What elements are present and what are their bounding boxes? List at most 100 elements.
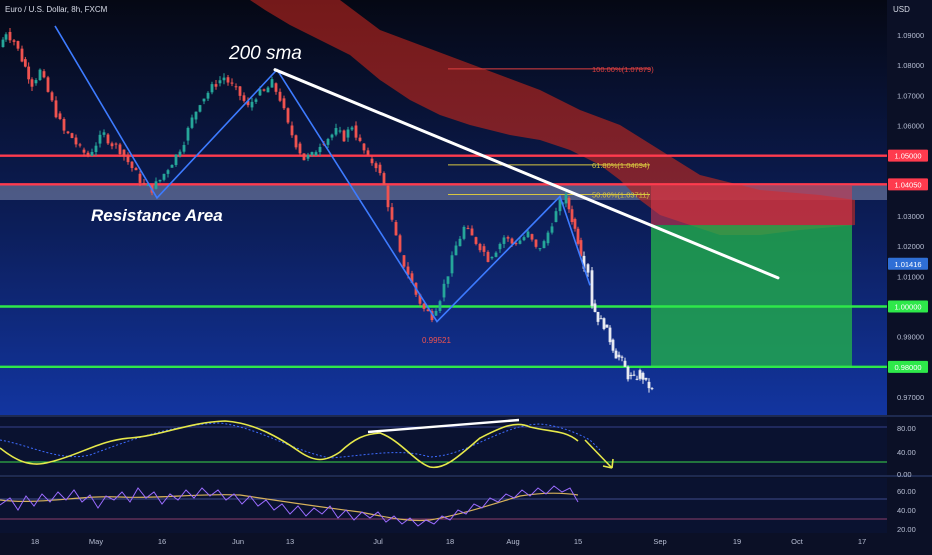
- candle-body: [502, 237, 506, 244]
- candle-body: [620, 356, 624, 358]
- candle-body: [626, 366, 630, 380]
- currency-label: USD: [893, 5, 910, 14]
- fib-levels: 100.00%(1.07879) 61.80%(1.04694) 50.00%(1.…: [448, 65, 654, 200]
- osc2-signal-line: [0, 492, 579, 522]
- candle-body: [166, 170, 170, 174]
- time-tick-label: 19: [733, 537, 741, 546]
- candle-body: [462, 226, 466, 239]
- symbol-title: Euro / U.S. Dollar, 8h, FXCM: [5, 5, 108, 14]
- candle-body: [210, 84, 214, 93]
- candle-body: [629, 375, 633, 377]
- candle-body: [334, 128, 338, 135]
- candle-body: [338, 130, 342, 132]
- candle-body: [246, 100, 250, 106]
- candle-body: [611, 339, 615, 351]
- current-price-tag: [888, 257, 928, 270]
- candle-body: [641, 372, 645, 380]
- candle-body: [4, 34, 8, 40]
- time-tick-label: Aug: [506, 537, 519, 546]
- candle-body: [254, 99, 258, 102]
- price-tick-label: 1.07000: [897, 91, 924, 100]
- osc1-signal-line: [0, 422, 601, 459]
- candle-body: [318, 146, 322, 153]
- candle-body: [506, 237, 510, 239]
- candle-body: [546, 232, 550, 244]
- candle-body: [326, 138, 330, 145]
- candle-body: [402, 255, 406, 267]
- time-tick-label: May: [89, 537, 103, 546]
- candle-body: [442, 283, 446, 298]
- candle-body: [382, 173, 386, 185]
- candle-body: [522, 237, 526, 241]
- level-price-tag-label: 1.00000: [894, 303, 921, 312]
- time-tick-label: 15: [574, 537, 582, 546]
- candle-body: [354, 125, 358, 138]
- candle-body: [362, 143, 366, 151]
- candle-body: [218, 80, 222, 84]
- candle-body: [450, 255, 454, 274]
- candle-body: [538, 248, 542, 250]
- candle-body: [514, 243, 518, 245]
- time-tick-label: 18: [31, 537, 39, 546]
- candle-body: [608, 327, 612, 343]
- candle-body: [122, 149, 126, 157]
- candle-body: [30, 79, 34, 87]
- candle-body: [106, 134, 110, 144]
- candle-body: [266, 87, 270, 93]
- candle-body: [38, 69, 42, 81]
- candle-body: [82, 149, 86, 153]
- candle-body: [1, 39, 5, 48]
- price-tick-label: 1.03000: [897, 212, 924, 221]
- candle-body: [294, 135, 298, 148]
- candle-body: [330, 134, 334, 138]
- time-tick-label: Oct: [791, 537, 804, 546]
- candle-body: [434, 310, 438, 316]
- candle-body: [134, 168, 138, 171]
- candle-body: [638, 370, 642, 379]
- candle-body: [454, 245, 458, 256]
- price-axis-labels: 1.05000 1.04050 1.00000 0.98000 1.01416: [888, 149, 928, 373]
- candle-body: [498, 243, 502, 250]
- candle-body: [534, 239, 538, 247]
- fib-label: 61.80%(1.04694): [592, 161, 650, 170]
- candle-body: [564, 194, 568, 204]
- fib-label: 100.00%(1.07879): [592, 65, 654, 74]
- candle-body: [46, 77, 50, 92]
- candle-body: [422, 303, 426, 309]
- candle-body: [623, 360, 627, 367]
- osc2-tick-label: 40.00: [897, 506, 916, 515]
- resistance-label: Resistance Area: [91, 206, 223, 225]
- candle-body: [644, 377, 648, 380]
- candle-body: [647, 381, 651, 389]
- candle-body: [242, 95, 246, 101]
- candle-body: [16, 41, 20, 49]
- time-axis[interactable]: 18 May 16 Jun 13 Jul 18 Aug 15 Sep 19 Oct 17: [31, 537, 866, 546]
- candle-body: [20, 48, 24, 62]
- candle-body: [286, 108, 290, 123]
- axis-bg: [887, 0, 932, 550]
- candle-body: [282, 98, 286, 109]
- level-price-tag: [888, 149, 928, 162]
- sma-trendline[interactable]: [273, 68, 780, 280]
- candle-body: [398, 235, 402, 252]
- time-tick-label: Jun: [232, 537, 244, 546]
- candle-body: [510, 238, 514, 244]
- candle-body: [27, 66, 31, 80]
- candle-body: [158, 179, 162, 182]
- candle-body: [270, 79, 274, 88]
- candle-body: [178, 151, 182, 156]
- osc1-tick-label: 40.00: [897, 448, 916, 457]
- candle-body: [470, 228, 474, 236]
- candle-body: [54, 100, 58, 118]
- candle-body: [194, 111, 198, 120]
- osc2-line[interactable]: [0, 485, 579, 527]
- candle-body: [599, 318, 603, 320]
- osc1-line[interactable]: [0, 420, 579, 469]
- candle-body: [554, 211, 558, 223]
- candle-body: [230, 82, 234, 84]
- time-tick-label: 18: [446, 537, 454, 546]
- candle-body: [250, 101, 254, 108]
- candle-body: [302, 153, 306, 161]
